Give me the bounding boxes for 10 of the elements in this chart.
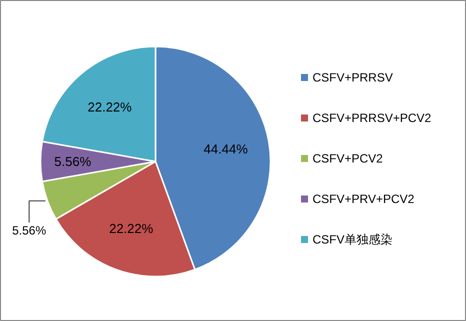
data-label: 22.22% [88,99,132,114]
data-label: 5.56% [54,154,92,169]
legend-label: CSFV单独感染 [312,232,393,246]
legend-label: CSFV+PRV+PCV2 [312,192,415,206]
legend-label: CSFV+PRRSV+PCV2 [312,111,432,125]
legend-label: CSFV+PRRSV [312,70,393,84]
data-label: 22.22% [109,221,154,236]
legend-label: CSFV+PCV2 [312,152,384,166]
data-label: 44.44% [204,142,248,157]
data-label: 5.56% [12,223,46,238]
